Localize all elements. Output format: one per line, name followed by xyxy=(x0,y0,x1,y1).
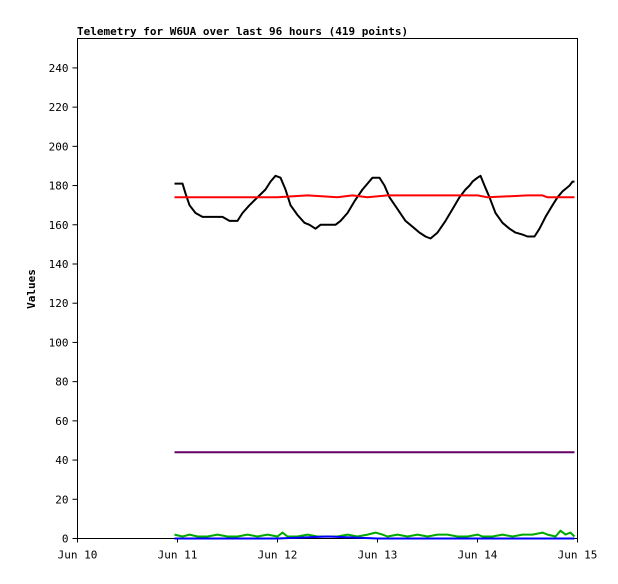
y-tick-label: 20 xyxy=(55,493,68,506)
y-tick-label: 100 xyxy=(49,336,69,349)
y-axis-label: Values xyxy=(25,269,38,309)
x-tick-label: Jun 11 xyxy=(158,549,198,562)
x-tick-label: Jun 10 xyxy=(58,549,98,562)
series-line-3 xyxy=(174,529,576,538)
y-tick-label: 120 xyxy=(49,297,69,310)
chart-title: Telemetry for W6UA over last 96 hours (4… xyxy=(77,25,408,38)
x-tick-label: Jun 12 xyxy=(258,549,298,562)
x-tick-label: Jun 15 xyxy=(558,549,598,562)
series-line-4 xyxy=(174,535,575,540)
y-tick-label: 180 xyxy=(49,180,69,193)
y-tick-label: 200 xyxy=(49,140,69,153)
x-axis: Jun 10 Jun 11 Jun 12 Jun 13 Jun 14 Jun 15 xyxy=(58,538,598,562)
y-axis: 0 20 40 60 80 100 120 140 160 180 200 220 240 xyxy=(49,62,78,546)
series-line-0 xyxy=(174,174,575,240)
plot-area xyxy=(77,38,578,539)
y-tick-label: 40 xyxy=(55,454,68,467)
x-tick-label: Jun 13 xyxy=(358,549,398,562)
y-tick-label: 140 xyxy=(49,258,69,271)
y-tick-label: 220 xyxy=(49,101,69,114)
y-tick-label: 240 xyxy=(49,62,69,75)
series-line-1 xyxy=(174,194,575,199)
y-tick-label: 160 xyxy=(49,219,69,232)
y-tick-label: 60 xyxy=(55,415,68,428)
series-layer xyxy=(174,174,576,540)
y-tick-label: 80 xyxy=(55,376,68,389)
x-tick-label: Jun 14 xyxy=(458,549,498,562)
y-tick-label: 0 xyxy=(62,533,69,546)
